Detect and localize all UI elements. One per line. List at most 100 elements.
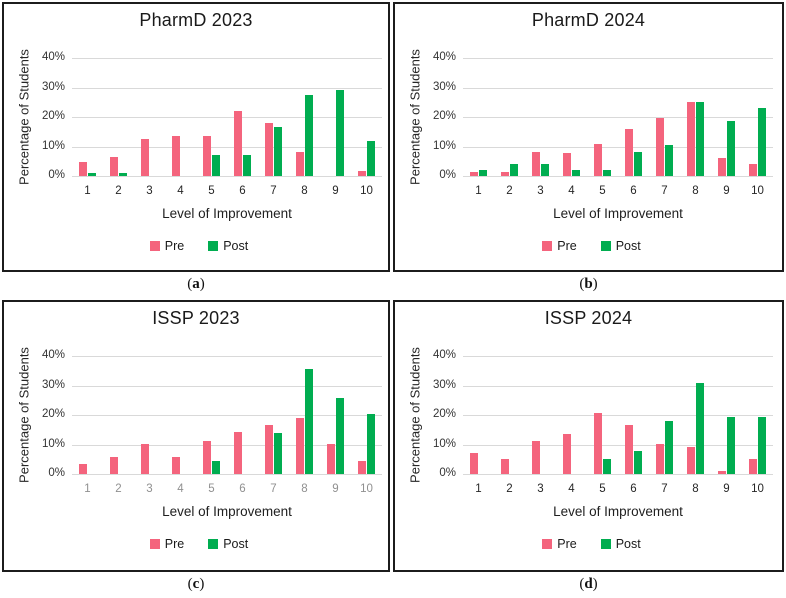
chart-panel-issp-2024: ISSP 2024 Percentage of Students 0% 10% 20% 3… xyxy=(393,300,784,572)
legend-label-post: Post xyxy=(615,537,641,551)
y-tick-label: 30% xyxy=(432,80,456,93)
x-tick-label: 2 xyxy=(506,483,513,495)
x-axis-label: Level of Improvement xyxy=(162,206,292,221)
gridline xyxy=(72,146,382,148)
y-tick-label: 30% xyxy=(41,80,65,93)
gridline xyxy=(463,87,773,89)
chart-panel-pharmd-2023: PharmD 2023 Percentage of Students 0% 10% 20… xyxy=(2,2,390,272)
y-tick-label: 20% xyxy=(432,110,456,122)
x-tick-label: 10 xyxy=(751,483,764,495)
caption-paren: ) xyxy=(199,275,205,292)
gridline xyxy=(463,474,773,475)
pre-series-bar xyxy=(749,164,757,176)
legend-swatch-pre-icon xyxy=(149,539,160,549)
x-tick-label: 9 xyxy=(332,483,339,495)
pre-series-bar xyxy=(594,413,602,474)
post-series-bar xyxy=(88,173,96,176)
y-tick-label: 40% xyxy=(41,51,65,63)
x-tick-label: 1 xyxy=(84,483,91,495)
x-axis-label: Level of Improvement xyxy=(553,504,683,519)
x-tick-label: 2 xyxy=(115,185,122,197)
pre-series-bar xyxy=(110,457,118,474)
legend-item-pre: Pre xyxy=(149,537,185,551)
x-tick-label: 2 xyxy=(115,483,122,495)
gridline xyxy=(463,58,773,59)
y-tick-label: 10% xyxy=(41,139,65,152)
caption-paren: ( xyxy=(579,575,585,592)
pre-series-bar xyxy=(687,102,695,176)
gridline xyxy=(72,444,382,446)
caption-paren: ) xyxy=(592,575,598,592)
gridline xyxy=(72,415,382,416)
post-series-bar xyxy=(603,170,611,176)
pre-series-bar xyxy=(656,118,664,176)
caption-letter: c xyxy=(192,575,200,592)
legend-label-pre: Pre xyxy=(164,537,185,551)
y-tick-label: 30% xyxy=(432,378,456,391)
pre-series-bar xyxy=(141,139,149,176)
post-series-bar xyxy=(305,369,313,474)
pre-series-bar xyxy=(718,471,726,474)
legend-swatch-post-icon xyxy=(600,539,611,549)
pre-series-bar xyxy=(532,152,540,176)
x-axis-label: Level of Improvement xyxy=(162,504,292,519)
pre-series-bar xyxy=(234,432,242,474)
pre-series-bar xyxy=(203,136,211,176)
x-tick-label: 9 xyxy=(332,185,339,197)
gridline xyxy=(72,58,382,59)
post-series-bar xyxy=(510,164,518,176)
y-tick-label: 10% xyxy=(432,139,456,152)
gridline xyxy=(72,176,382,177)
x-tick-label: 4 xyxy=(177,483,184,495)
x-tick-label: 6 xyxy=(239,483,246,495)
x-tick-label: 1 xyxy=(475,185,482,197)
pre-series-bar xyxy=(501,459,509,474)
caption-paren: ( xyxy=(579,275,585,292)
x-axis-label: Level of Improvement xyxy=(553,206,683,221)
post-series-bar xyxy=(634,451,642,474)
chart-panel-issp-2023: ISSP 2023 Percentage of Students 0% 10% 20% 3… xyxy=(2,300,390,572)
x-tick-label: 4 xyxy=(568,483,575,495)
pre-series-bar xyxy=(470,453,478,474)
post-series-bar xyxy=(696,102,704,176)
pre-series-bar xyxy=(141,444,149,474)
pre-series-bar xyxy=(625,129,633,176)
pre-series-bar xyxy=(79,162,87,176)
post-series-bar xyxy=(274,127,282,176)
x-tick-label: 1 xyxy=(84,185,91,197)
x-tick-label: 5 xyxy=(599,483,606,495)
panel-d: ISSP 2024 Percentage of Students 0% 10% 20% 3… xyxy=(393,300,784,596)
post-series-bar xyxy=(572,170,580,176)
gridline xyxy=(463,356,773,357)
caption-letter: a xyxy=(192,275,200,292)
pre-series-bar xyxy=(358,171,366,176)
x-tick-label: 7 xyxy=(661,185,668,197)
caption-paren: ( xyxy=(187,575,193,592)
y-tick-label: 30% xyxy=(41,378,65,391)
legend-swatch-pre-icon xyxy=(149,241,160,251)
panel-b: PharmD 2024 Percentage of Students 0% 10% 20… xyxy=(393,2,784,296)
x-tick-label: 10 xyxy=(751,185,764,197)
post-series-bar xyxy=(603,459,611,474)
x-tick-label: 7 xyxy=(270,483,277,495)
gridline xyxy=(463,176,773,177)
x-tick-label: 8 xyxy=(692,483,699,495)
gridline xyxy=(72,87,382,89)
gridline xyxy=(463,385,773,387)
x-tick-label: 8 xyxy=(692,185,699,197)
panel-caption-d: (d) xyxy=(393,572,784,596)
x-tick-label: 5 xyxy=(208,185,215,197)
y-tick-label: 0% xyxy=(48,467,65,479)
pre-series-bar xyxy=(296,418,304,474)
post-series-bar xyxy=(479,170,487,176)
post-series-bar xyxy=(634,152,642,176)
legend-item-pre: Pre xyxy=(542,239,577,253)
caption-letter: d xyxy=(584,575,593,592)
chart-panel-pharmd-2024: PharmD 2024 Percentage of Students 0% 10% 20… xyxy=(393,2,784,272)
gridline xyxy=(463,117,773,118)
post-series-bar xyxy=(727,417,735,474)
pre-series-bar xyxy=(749,459,757,474)
y-tick-label: 10% xyxy=(432,437,456,450)
pre-series-bar xyxy=(718,158,726,176)
